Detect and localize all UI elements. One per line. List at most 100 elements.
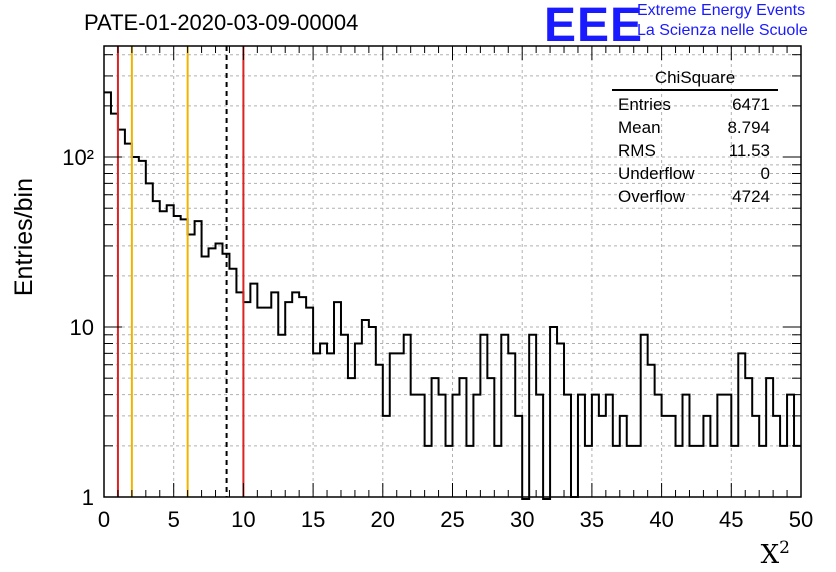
histogram-bin: [683, 395, 690, 497]
histogram-bin: [411, 395, 418, 497]
axis-ticks: [103, 46, 802, 498]
histogram-bin: [160, 211, 167, 497]
histogram-bin: [641, 335, 648, 497]
histogram-bin: [250, 284, 257, 497]
histogram-bin: [592, 395, 599, 497]
histogram-bin: [780, 446, 787, 497]
histogram-bin: [132, 157, 139, 497]
histogram-bin: [243, 302, 250, 497]
x-tick-label: 5: [168, 507, 180, 532]
histogram-bin: [369, 327, 376, 497]
histogram-bin: [104, 92, 111, 497]
histogram-bin: [271, 292, 278, 497]
histogram-bin: [536, 395, 543, 497]
histogram-bin: [466, 446, 473, 497]
stats-value: 4724: [732, 187, 770, 206]
histogram-bin: [515, 416, 522, 497]
histogram-bin: [174, 216, 181, 497]
stats-value: 6471: [732, 95, 770, 114]
histogram-bin: [181, 219, 188, 497]
histogram-bin: [710, 446, 717, 497]
histogram-bin: [620, 416, 627, 497]
tick-labels: 0 5 10 15 20 25 30 35 40 45 50 1 10 10²: [62, 145, 813, 532]
logo-line-1: Extreme Energy Events: [637, 2, 806, 19]
histogram-bin: [446, 446, 453, 497]
histogram-bin: [480, 335, 487, 497]
histogram-bin: [292, 292, 299, 497]
histogram-bin: [703, 416, 710, 497]
logo-line-2: La Scienza nelle Scuole: [637, 22, 808, 39]
histogram-bin: [299, 297, 306, 497]
x-axis-label: X2: [761, 538, 790, 570]
histogram-bin: [494, 446, 501, 497]
y-axis-label: Entries/bin: [10, 178, 38, 296]
stats-box: ChiSquare Entries 6471 Mean 8.794 RMS 11…: [612, 68, 778, 208]
histogram-bin: [501, 335, 508, 497]
x-tick-label: 20: [371, 507, 395, 532]
histogram-bin: [111, 114, 118, 497]
stats-row-entries: Entries 6471: [612, 93, 778, 116]
histogram-bin: [508, 353, 515, 497]
stats-row-underflow: Underflow 0: [612, 162, 778, 185]
histogram-bin: [202, 256, 209, 497]
histogram-bin: [487, 378, 494, 497]
histogram-bin: [752, 416, 759, 497]
histogram-bin: [118, 130, 125, 497]
histogram-bin: [397, 353, 404, 497]
histogram-bin: [327, 353, 334, 497]
histogram-bin: [696, 446, 703, 497]
histogram-bin: [125, 144, 132, 497]
eee-logo: EEE: [544, 0, 644, 52]
histogram-bin: [759, 446, 766, 497]
histogram-bin: [404, 335, 411, 497]
x-tick-label: 30: [510, 507, 534, 532]
histogram-bin: [167, 205, 174, 497]
histogram-bin: [564, 395, 571, 497]
y-tick-label: 10²: [62, 145, 94, 170]
histogram-bin: [669, 416, 676, 497]
histogram-bin: [355, 343, 362, 497]
histogram-bin: [236, 292, 243, 497]
y-tick-label: 1: [82, 485, 94, 510]
stats-header: ChiSquare: [612, 68, 778, 91]
stats-row-overflow: Overflow 4724: [612, 185, 778, 208]
histogram-bin: [773, 416, 780, 497]
x-tick-label: 35: [580, 507, 604, 532]
histogram-bin: [529, 335, 536, 497]
histogram-bin: [383, 416, 390, 497]
histogram-bin: [557, 343, 564, 497]
histogram-bin: [341, 335, 348, 497]
stats-row-mean: Mean 8.794: [612, 116, 778, 139]
histogram-bin: [334, 302, 341, 497]
histogram-bin: [550, 327, 557, 497]
histogram-bin: [257, 308, 264, 497]
histogram-bin: [425, 446, 432, 497]
x-tick-label: 15: [301, 507, 325, 532]
reference-lines: [116, 46, 245, 497]
histogram-bin: [195, 221, 202, 497]
histogram-bin: [285, 302, 292, 497]
histogram-bin: [153, 201, 160, 497]
histogram-bin: [766, 378, 773, 497]
histogram-bin: [606, 395, 613, 497]
histogram-bin: [320, 343, 327, 497]
histogram-bin: [794, 446, 801, 497]
histogram-bin: [229, 269, 236, 497]
x-tick-label: 45: [719, 507, 743, 532]
x-tick-label: 10: [231, 507, 255, 532]
stats-value: 8.794: [727, 118, 770, 137]
histogram-bin: [724, 395, 731, 497]
histogram-bin: [306, 308, 313, 497]
histogram-outline: [104, 91, 801, 500]
histogram-bin: [738, 353, 745, 497]
histogram-bin: [188, 235, 195, 497]
stats-label: Mean: [618, 118, 661, 137]
histogram-bin: [745, 378, 752, 497]
histogram-bin: [432, 378, 439, 497]
x-tick-label: 0: [98, 507, 110, 532]
histogram-title: PATE-01-2020-03-09-00004: [84, 10, 359, 35]
stats-value: 11.53: [728, 141, 770, 160]
stats-value: 0: [760, 164, 770, 183]
histogram-bin: [264, 308, 271, 497]
